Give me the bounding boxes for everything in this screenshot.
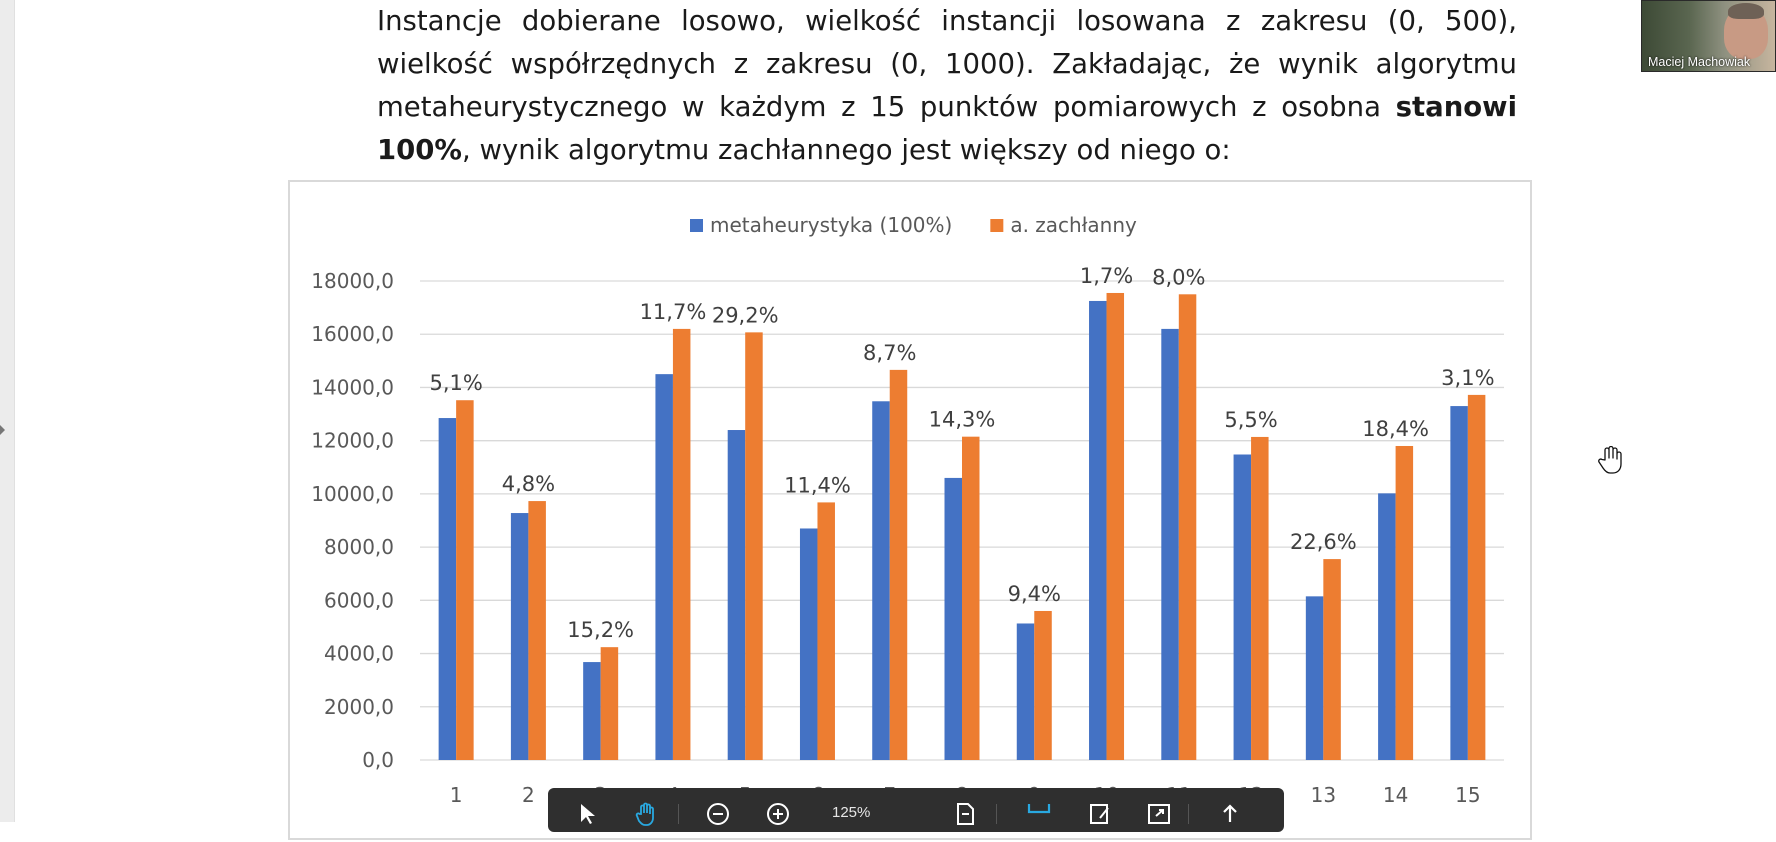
participant-video[interactable]: Maciej Machowiak xyxy=(1641,0,1776,72)
data-label: 8,7% xyxy=(863,341,916,365)
bar-metaheuristic xyxy=(1305,596,1324,760)
bar-metaheuristic xyxy=(1089,300,1107,760)
y-tick-label: 16000,0 xyxy=(311,322,394,346)
upload-icon[interactable] xyxy=(1218,802,1242,826)
participant-hair xyxy=(1728,3,1764,19)
viewer-toolbar: 125% xyxy=(548,788,1284,832)
data-label: 4,8% xyxy=(502,472,555,496)
y-tick-label: 14000,0 xyxy=(311,375,394,399)
description-text-end: , wynik algorytmu zachłannego jest więks… xyxy=(461,134,1231,166)
toolbar-separator xyxy=(1188,804,1189,824)
description-bold-text: stanowi 100% xyxy=(377,91,1517,166)
expand-arrow-icon[interactable] xyxy=(0,425,5,435)
bar-metaheuristic xyxy=(1450,406,1468,760)
data-label: 3,1% xyxy=(1441,366,1494,390)
y-tick-label: 0,0 xyxy=(362,748,394,772)
data-label: 9,4% xyxy=(1008,582,1061,606)
bar-metaheuristic xyxy=(438,418,457,760)
bar-metaheuristic xyxy=(727,430,746,760)
bar-metaheuristic xyxy=(1378,493,1396,760)
bar-metaheuristic xyxy=(510,513,529,760)
y-tick-label: 6000,0 xyxy=(324,588,394,612)
zoom-in-icon[interactable] xyxy=(766,802,790,826)
data-label: 18,4% xyxy=(1362,417,1429,441)
legend-label: a. zachłanny xyxy=(1010,213,1137,237)
y-tick-label: 18000,0 xyxy=(311,269,394,293)
toolbar-separator xyxy=(678,804,679,824)
y-tick-label: 8000,0 xyxy=(324,535,394,559)
bar-greedy xyxy=(1395,445,1414,760)
data-label: 5,1% xyxy=(429,371,482,395)
left-panel-edge xyxy=(0,0,15,822)
bar-metaheuristic xyxy=(655,374,673,760)
fit-width-icon[interactable] xyxy=(1026,802,1052,826)
task-description: Instancje dobierane losowo, wielkość ins… xyxy=(377,0,1517,172)
bar-metaheuristic xyxy=(944,477,962,760)
bar-greedy xyxy=(672,328,691,760)
bar-metaheuristic xyxy=(1161,328,1179,760)
x-tick-label: 2 xyxy=(522,783,535,807)
pointer-icon[interactable] xyxy=(578,802,598,826)
description-text: Instancje dobierane losowo, wielkość ins… xyxy=(377,5,1517,123)
hand-tool-icon[interactable] xyxy=(634,802,658,826)
y-tick-label: 4000,0 xyxy=(324,642,394,666)
legend-swatch xyxy=(690,219,703,232)
toolbar-separator xyxy=(996,804,997,824)
bar-greedy xyxy=(1106,292,1125,760)
data-label: 1,7% xyxy=(1080,264,1133,288)
bar-metaheuristic xyxy=(872,401,890,760)
bar-greedy xyxy=(817,502,835,760)
bar-greedy xyxy=(889,369,908,760)
bar-metaheuristic xyxy=(799,528,818,760)
legend-swatch xyxy=(990,219,1004,232)
y-tick-label: 12000,0 xyxy=(311,429,394,453)
bar-greedy xyxy=(1467,394,1486,760)
bar-chart: 0,0 2000,0 4000,0 6000,0 8000,0 10000,0 12000,… xyxy=(288,180,1532,840)
participant-name: Maciej Machowiak xyxy=(1648,55,1751,69)
bar-metaheuristic xyxy=(1233,454,1252,760)
data-label: 29,2% xyxy=(712,303,779,327)
bar-greedy xyxy=(962,436,980,760)
y-tick-label: 2000,0 xyxy=(324,695,394,719)
bar-greedy xyxy=(1034,610,1052,760)
bar-greedy xyxy=(600,647,619,760)
bar-greedy xyxy=(1251,436,1269,760)
edit-icon[interactable] xyxy=(1088,802,1112,826)
bar-greedy xyxy=(1178,294,1197,760)
bar-greedy xyxy=(528,501,546,760)
legend-label: metaheurystyka (100%) xyxy=(710,213,952,237)
data-label: 11,7% xyxy=(640,300,707,324)
data-label: 15,2% xyxy=(567,618,634,642)
x-tick-label: 13 xyxy=(1311,783,1336,807)
document-icon[interactable] xyxy=(954,802,976,826)
data-label: 5,5% xyxy=(1224,408,1277,432)
bar-greedy xyxy=(745,332,763,760)
data-label: 11,4% xyxy=(784,473,851,497)
bar-metaheuristic xyxy=(1016,623,1035,760)
data-label: 22,6% xyxy=(1290,530,1357,554)
bar-greedy xyxy=(456,400,474,760)
x-tick-label: 15 xyxy=(1455,783,1480,807)
zoom-out-icon[interactable] xyxy=(706,802,730,826)
x-tick-label: 14 xyxy=(1383,783,1408,807)
x-tick-label: 1 xyxy=(450,783,463,807)
bar-greedy xyxy=(1323,559,1341,760)
chart-canvas: 0,0 2000,0 4000,0 6000,0 8000,0 10000,0 12000,… xyxy=(311,213,1504,807)
hand-cursor-icon xyxy=(1598,446,1622,474)
y-tick-label: 10000,0 xyxy=(311,482,394,506)
zoom-level[interactable]: 125% xyxy=(832,804,871,821)
data-label: 14,3% xyxy=(929,408,996,432)
data-label: 8,0% xyxy=(1152,265,1205,289)
bar-metaheuristic xyxy=(583,662,601,760)
fullscreen-icon[interactable] xyxy=(1146,802,1172,826)
